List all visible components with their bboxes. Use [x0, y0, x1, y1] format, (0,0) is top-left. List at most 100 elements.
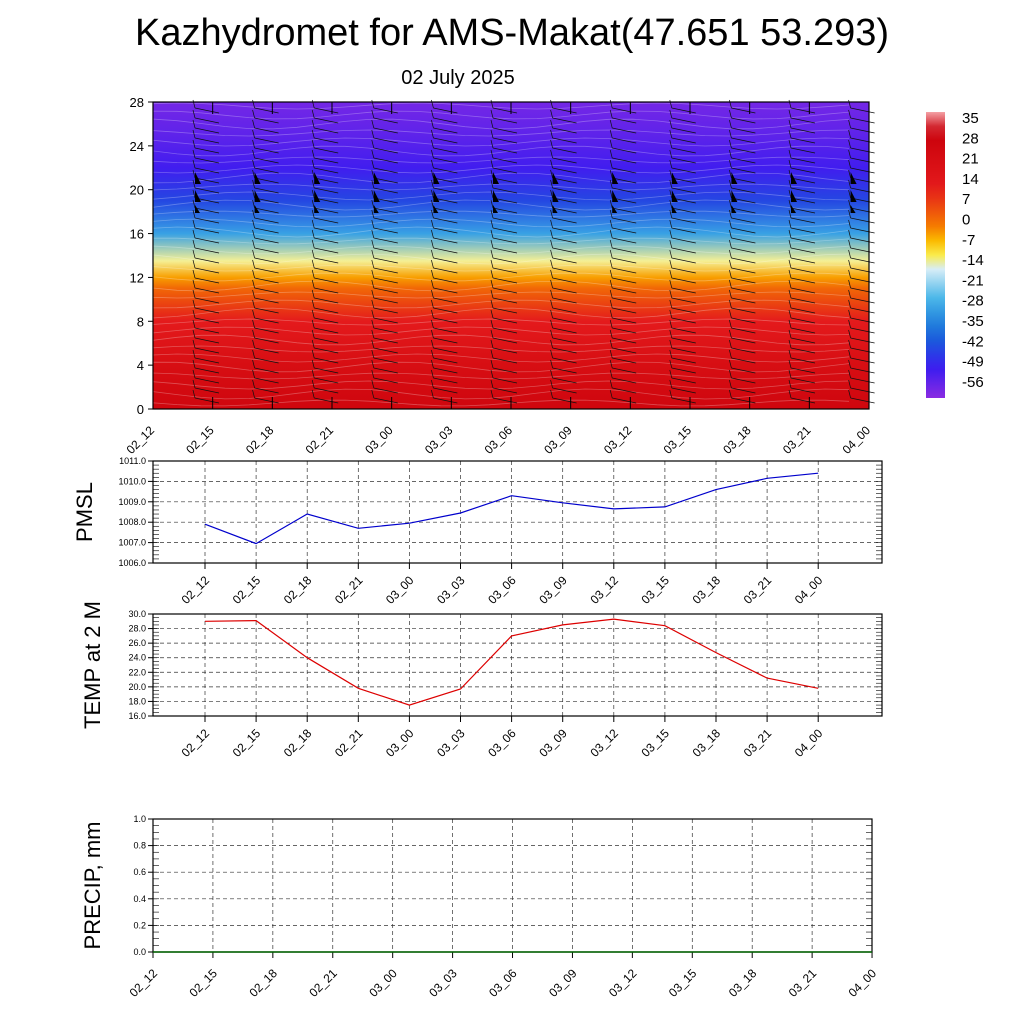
wind-barb: [731, 177, 756, 184]
wind-barb: [612, 297, 637, 304]
wind-barb: [731, 337, 756, 344]
wind-barb-feather: [192, 289, 196, 299]
wind-barb-feather: [729, 149, 732, 159]
wind-barb: [612, 187, 637, 194]
wind-barb: [373, 117, 398, 124]
wind-barb: [373, 277, 398, 284]
wind-barb: [552, 127, 577, 134]
wind-barb-feather: [371, 349, 375, 359]
wind-barb-feather: [192, 119, 196, 129]
wind-barb-feather: [371, 239, 375, 249]
wind-barb: [731, 357, 756, 364]
wind-barb: [671, 107, 696, 114]
wind-barb: [492, 287, 518, 294]
wind-barb: [790, 167, 816, 174]
x-tick-label: 04_00: [846, 966, 880, 1000]
wind-barb-pennant: [850, 172, 857, 184]
wind-barb-feather: [490, 189, 494, 199]
wind-barb-pennant: [552, 190, 559, 202]
wind-barb-feather: [729, 209, 732, 219]
wind-barb: [612, 217, 637, 224]
x-tick-label: 03_03: [434, 573, 468, 607]
wind-barb-feather: [192, 259, 196, 269]
wind-barb-feather: [729, 339, 732, 349]
wind-barb: [433, 137, 458, 144]
wind-barb: [373, 327, 398, 334]
wind-barb: [254, 257, 279, 264]
wind-barb-pennant: [433, 205, 439, 213]
y-tick-label: 30.0: [128, 609, 146, 619]
wind-barb-feather: [669, 329, 673, 339]
x-tick-label: 03_00: [383, 573, 417, 607]
wind-barb-feather: [609, 129, 613, 139]
wind-barb-feather: [431, 149, 434, 159]
wind-barb: [850, 327, 875, 334]
x-tick-label: 03_12: [606, 966, 640, 1000]
wind-barb: [433, 337, 458, 344]
wind-barb-feather: [550, 229, 553, 239]
wind-barb: [373, 307, 398, 314]
wind-barb-feather: [669, 209, 673, 219]
wind-barb: [790, 187, 816, 194]
x-tick-label: 03_12: [587, 573, 621, 607]
wind-barb: [671, 237, 696, 244]
wind-barb: [492, 117, 518, 124]
wind-barb: [433, 217, 458, 224]
wind-barb: [314, 347, 339, 354]
temperature-panel: 16.0 18.0 20.0 22.0 24.0 26.0 28.0 30.0 02_12 02_…: [80, 601, 883, 760]
wind-barb-feather: [848, 299, 851, 309]
isotherm-line: [152, 291, 850, 299]
wind-barb-feather: [669, 339, 673, 349]
x-tick-label: 02_15: [183, 423, 217, 457]
wind-barb: [850, 367, 875, 374]
wind-barb-feather: [252, 289, 255, 299]
wind-barb-feather: [788, 369, 792, 379]
y-tick-label: 28: [130, 95, 144, 110]
isotherm-line: [152, 307, 850, 319]
x-tick-label: 03_18: [690, 573, 724, 607]
wind-barb-feather: [252, 309, 255, 319]
wind-barb: [790, 327, 816, 334]
wind-barb: [731, 217, 756, 224]
wind-barb-feather: [192, 139, 196, 149]
wind-barb-feather: [490, 259, 494, 269]
wind-barb: [492, 347, 518, 354]
wind-barb-feather: [490, 389, 494, 399]
wind-barb-feather: [371, 219, 375, 229]
wind-barb-feather: [729, 279, 732, 289]
wind-barb-feather: [729, 249, 732, 259]
wind-barb: [790, 177, 816, 184]
wind-barb-feather: [550, 149, 553, 159]
wind-barb: [552, 387, 577, 394]
wind-barb: [314, 237, 339, 244]
wind-barb-pennant: [373, 190, 380, 202]
wind-barb: [612, 137, 637, 144]
wind-barb-feather: [311, 319, 315, 329]
wind-barb-feather: [311, 219, 315, 229]
wind-barb: [433, 317, 458, 324]
wind-barb: [731, 327, 756, 334]
wind-barb-feather: [371, 199, 375, 209]
wind-barb-feather: [609, 299, 613, 309]
wind-barb: [373, 357, 398, 364]
wind-barb: [731, 287, 756, 294]
wind-barb-feather: [490, 379, 494, 389]
wind-barb-feather: [252, 229, 255, 239]
wind-barb-feather: [550, 309, 553, 319]
wind-barb-feather: [192, 329, 196, 339]
wind-barb: [492, 377, 518, 384]
x-tick-label: 03_00: [362, 423, 396, 457]
wind-barb-feather: [550, 99, 553, 109]
wind-barb: [671, 247, 696, 254]
wind-barb: [373, 107, 398, 114]
wind-barb-feather: [371, 189, 375, 199]
wind-barb-feather: [669, 369, 673, 379]
wind-barb-feather: [311, 199, 315, 209]
isotherm-line: [152, 326, 850, 336]
wind-barb: [612, 177, 637, 184]
wind-barb-feather: [550, 269, 553, 279]
wind-barb-feather: [490, 219, 494, 229]
y-tick-label: 8: [137, 314, 144, 329]
wind-barb: [433, 147, 458, 154]
wind-barb-feather: [431, 359, 434, 369]
